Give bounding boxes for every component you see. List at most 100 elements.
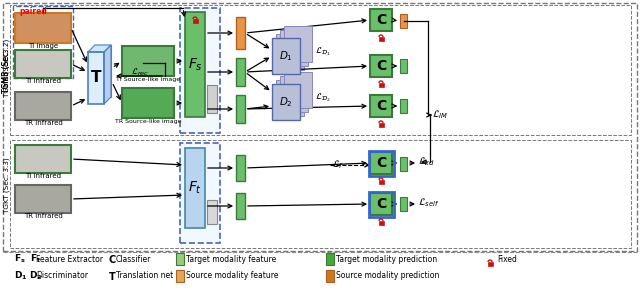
Bar [3, 3, 637, 251]
Polygon shape [88, 45, 111, 52]
Bar [280, 76, 308, 112]
Text: TR infrared: TR infrared [24, 120, 62, 126]
Bar [236, 17, 245, 49]
Text: C: C [376, 197, 386, 211]
Text: T: T [91, 71, 101, 86]
Text: Target modality prediction: Target modality prediction [336, 254, 437, 264]
Bar [176, 270, 184, 282]
Bar [15, 92, 71, 120]
Bar [488, 262, 493, 266]
Text: TI Source-like image: TI Source-like image [116, 76, 180, 82]
Text: $\mathcal{L}_{f}$: $\mathcal{L}_{f}$ [332, 159, 344, 171]
Bar [378, 37, 383, 41]
Bar [272, 38, 300, 74]
Text: TI infrared: TI infrared [25, 78, 61, 84]
Bar [236, 95, 245, 123]
Text: Translation net: Translation net [116, 271, 173, 281]
Text: $D_2$: $D_2$ [279, 95, 293, 109]
Bar [378, 180, 383, 184]
Text: $F_t$: $F_t$ [188, 180, 202, 196]
Bar [236, 193, 245, 219]
Text: $\mathbf{C}$: $\mathbf{C}$ [108, 253, 116, 265]
Bar [185, 148, 205, 228]
Text: $\mathbf{D_1}$ $\mathbf{D_2}$: $\mathbf{D_1}$ $\mathbf{D_2}$ [14, 270, 43, 282]
Text: Target modality feature: Target modality feature [186, 254, 276, 264]
Text: TGMB (Sec.: TGMB (Sec. [3, 47, 12, 93]
Bar [180, 8, 220, 133]
Bar [95, 45, 111, 97]
Bar [13, 6, 73, 78]
Bar [400, 14, 407, 28]
Bar [88, 52, 104, 104]
Bar [400, 197, 407, 211]
Bar [370, 55, 392, 77]
Bar [370, 193, 392, 215]
Bar [122, 46, 174, 76]
Bar [236, 155, 245, 181]
Bar [284, 72, 312, 108]
Text: paired: paired [19, 6, 47, 15]
Bar [122, 88, 174, 118]
Bar [15, 185, 71, 213]
Text: $\mathcal{L}_{kd}$: $\mathcal{L}_{kd}$ [418, 156, 435, 168]
Bar [193, 19, 198, 23]
Bar [378, 221, 383, 225]
Bar [185, 12, 205, 117]
Text: C: C [376, 156, 386, 170]
Bar [15, 13, 71, 43]
Bar [15, 50, 71, 78]
Text: Fixed: Fixed [497, 254, 517, 264]
Bar [180, 143, 220, 243]
Text: $\mathcal{L}_{rec}$: $\mathcal{L}_{rec}$ [131, 66, 149, 78]
Text: $\mathcal{L}_{self}$: $\mathcal{L}_{self}$ [418, 197, 440, 209]
Bar [236, 58, 245, 86]
Bar [400, 99, 407, 113]
Text: Discriminator: Discriminator [36, 271, 88, 281]
Bar [378, 123, 383, 127]
Bar [15, 13, 71, 43]
Bar [326, 270, 334, 282]
Text: $\mathbf{T}$: $\mathbf{T}$ [108, 270, 116, 282]
Text: Classifier: Classifier [116, 254, 152, 264]
Text: $D_1$: $D_1$ [279, 49, 293, 63]
Bar [276, 80, 304, 116]
Text: $F_s$: $F_s$ [188, 56, 202, 73]
Bar [280, 30, 308, 66]
Text: TI infrared: TI infrared [25, 173, 61, 179]
Text: C: C [376, 99, 386, 113]
Bar [284, 26, 312, 62]
Text: $\mathcal{L}_{\mathcal{D}_2}$: $\mathcal{L}_{\mathcal{D}_2}$ [315, 92, 331, 104]
Bar [207, 85, 217, 113]
Text: Source modality feature: Source modality feature [186, 271, 278, 281]
Text: TI image: TI image [28, 43, 58, 49]
Text: $\mathcal{L}_{\mathcal{D}_1}$: $\mathcal{L}_{\mathcal{D}_1}$ [315, 46, 331, 58]
Text: $\mathbf{F_s}$  $\mathbf{F_t}$: $\mathbf{F_s}$ $\mathbf{F_t}$ [14, 253, 42, 265]
Bar [378, 83, 383, 87]
Text: TGMB (Sec. 3.2): TGMB (Sec. 3.2) [4, 39, 10, 97]
Bar [400, 157, 407, 171]
Bar [10, 140, 631, 248]
Bar [276, 34, 304, 70]
Polygon shape [104, 45, 111, 104]
Text: C: C [376, 13, 386, 27]
Bar [272, 84, 300, 120]
Bar [326, 253, 334, 265]
Bar [369, 151, 394, 176]
Text: Source modality prediction: Source modality prediction [336, 271, 440, 281]
Text: TGKT (Sec. 3.3): TGKT (Sec. 3.3) [4, 157, 10, 213]
Bar [176, 253, 184, 265]
Text: TGMB (Sec.: TGMB (Sec. [3, 47, 12, 93]
Text: TR Source-like image: TR Source-like image [115, 119, 181, 124]
Text: C: C [376, 59, 386, 73]
Bar [10, 5, 631, 135]
Text: Feature Extractor: Feature Extractor [36, 254, 103, 264]
Bar [207, 200, 217, 224]
Bar [370, 95, 392, 117]
Bar [15, 145, 71, 173]
Text: TR infrared: TR infrared [24, 213, 62, 219]
Bar [370, 9, 392, 31]
Text: $\mathcal{L}_{IM}$: $\mathcal{L}_{IM}$ [432, 109, 449, 121]
Bar [370, 152, 392, 174]
Bar [369, 192, 394, 217]
Bar [400, 59, 407, 73]
